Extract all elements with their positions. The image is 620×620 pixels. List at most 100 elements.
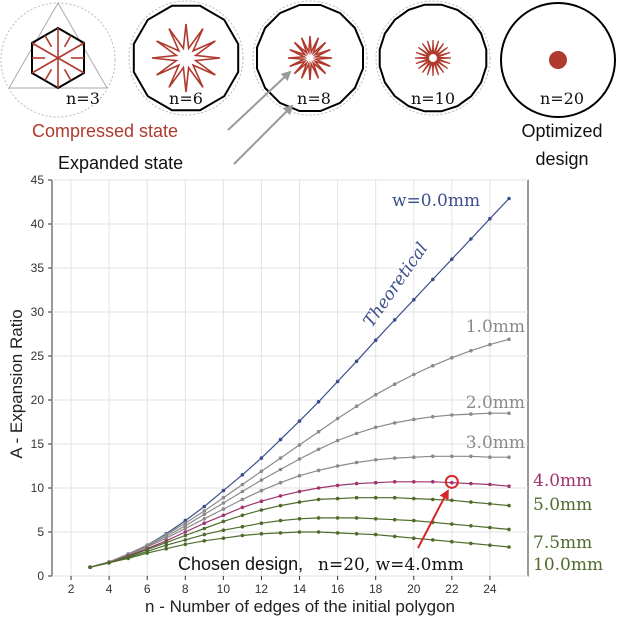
data-point: [240, 524, 245, 529]
data-point: [450, 356, 454, 360]
data-point: [221, 501, 226, 505]
data-point: [164, 540, 168, 545]
data-point: [316, 400, 321, 404]
data-point: [202, 532, 207, 537]
series-label-0: w=0.0mm: [392, 191, 480, 211]
optimized-design-label-line1: Optimized: [521, 121, 602, 141]
data-point: [183, 526, 188, 531]
data-point: [297, 443, 302, 447]
data-point: [316, 497, 321, 502]
polygon-illustration-n8: n=8: [252, 0, 368, 116]
data-point: [412, 496, 416, 501]
x-tick-label: 8: [182, 582, 189, 596]
data-point: [278, 518, 283, 523]
data-point: [507, 196, 511, 201]
data-point: [412, 372, 416, 377]
chosen-design-detail: n=20, w=4.0mm: [318, 555, 464, 575]
x-axis-label: n - Number of edges of the initial polyg…: [145, 597, 455, 616]
data-point: [469, 412, 473, 416]
chosen-design-label: Chosen design,: [178, 554, 303, 574]
compressed-state-label: Compressed state: [32, 121, 178, 141]
data-point: [202, 512, 207, 517]
data-point: [297, 419, 302, 423]
data-point: [373, 532, 378, 537]
data-point: [373, 425, 378, 430]
data-point: [183, 518, 188, 523]
data-point: [88, 565, 92, 569]
y-tick-label: 25: [31, 349, 45, 363]
x-tick-label: 24: [483, 582, 497, 596]
data-point: [469, 348, 473, 353]
data-point: [469, 500, 473, 504]
x-tick-label: 4: [106, 582, 113, 596]
data-point: [183, 533, 188, 538]
data-point: [412, 536, 416, 540]
data-point: [183, 538, 188, 542]
series-group: [88, 196, 511, 569]
polygon-label-n3: n=3: [66, 89, 100, 108]
chosen-design-marker: [444, 474, 459, 489]
data-point: [373, 495, 378, 500]
expanded-state-arrow: [233, 104, 294, 165]
polygon-label-n8: n=8: [297, 89, 331, 108]
data-point: [259, 521, 264, 525]
data-point: [259, 469, 264, 474]
data-point: [316, 486, 321, 490]
data-point: [335, 464, 340, 468]
data-point: [316, 429, 321, 434]
data-point: [373, 338, 378, 343]
optimized-design-label-line2: design: [535, 149, 588, 169]
data-point: [392, 495, 397, 500]
data-point: [450, 257, 454, 262]
data-point: [373, 480, 378, 485]
y-tick-label: 20: [31, 393, 45, 407]
data-point: [240, 505, 245, 510]
data-point: [183, 524, 188, 528]
x-tick-label: 14: [293, 582, 307, 596]
data-point: [507, 455, 511, 460]
x-tick-label: 2: [68, 582, 75, 596]
data-point: [240, 473, 245, 477]
data-point: [354, 359, 359, 364]
data-point: [335, 483, 340, 488]
data-point: [488, 216, 492, 221]
data-point: [354, 460, 359, 465]
data-point: [354, 495, 359, 500]
data-point: [354, 516, 359, 520]
data-point: [412, 518, 416, 523]
data-point: [450, 498, 454, 503]
data-point: [354, 431, 359, 436]
polygon-label-n20: n=20: [540, 89, 584, 108]
y-axis-label: A - Expansion Ratio: [7, 309, 26, 458]
data-point: [202, 509, 207, 513]
data-point: [450, 454, 454, 459]
data-point: [164, 536, 168, 540]
data-point: [431, 497, 435, 502]
data-point: [450, 480, 454, 485]
data-point: [297, 457, 302, 461]
data-point: [221, 507, 226, 511]
data-point: [221, 519, 226, 524]
data-point: [259, 499, 264, 504]
data-point: [507, 484, 511, 489]
data-point: [107, 561, 111, 565]
data-point: [469, 541, 473, 546]
data-point: [183, 530, 188, 534]
data-point: [392, 534, 397, 539]
data-point: [183, 542, 188, 547]
data-point: [259, 456, 264, 460]
data-point: [469, 524, 473, 528]
data-point: [507, 411, 511, 416]
data-point: [469, 454, 473, 459]
data-point: [221, 536, 226, 540]
data-point: [278, 467, 283, 472]
data-point: [335, 516, 340, 520]
data-point: [316, 516, 321, 520]
data-point: [412, 455, 416, 460]
gridlines: [52, 179, 528, 577]
data-point: [335, 416, 340, 421]
data-point: [431, 363, 435, 368]
data-point: [297, 489, 302, 494]
data-point: [392, 382, 397, 387]
